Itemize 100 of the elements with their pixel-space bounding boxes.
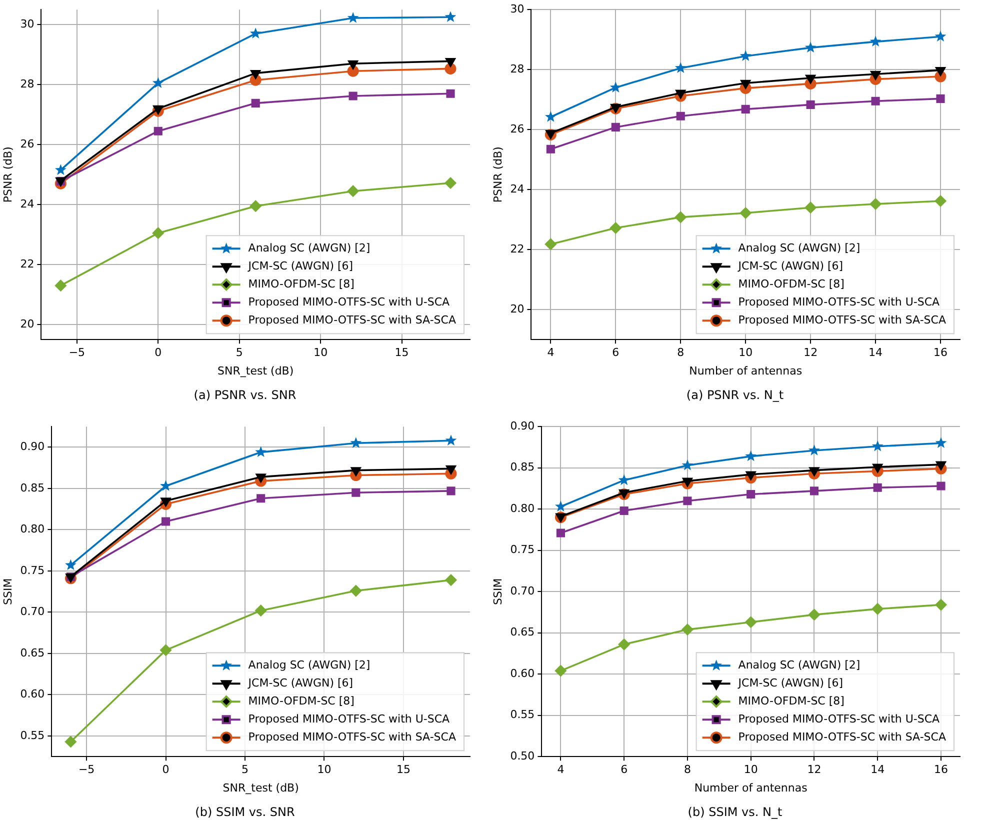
point <box>682 478 693 487</box>
point <box>741 104 750 114</box>
x-axis-title: SNR_test (dB) <box>218 364 294 378</box>
y-tick-label: 0.85 <box>510 460 535 474</box>
legend-label: Analog SC (AWGN) [2] <box>248 658 370 672</box>
x-tick-label: 14 <box>870 763 885 776</box>
legend-label: Proposed MIMO-OTFS-SC with U-SCA <box>738 712 940 726</box>
point <box>870 36 882 47</box>
x-axis-title: SNR_test (dB) <box>222 781 299 794</box>
text: (a) PSNR vs. SNR <box>192 388 298 402</box>
x-tick-label: 12 <box>807 763 822 776</box>
point <box>554 665 566 677</box>
legend-label: JCM-SC (AWGN) [6] <box>247 259 354 272</box>
y-tick-label: 0.55 <box>20 728 45 742</box>
text: (b) SSIM vs. SNR <box>194 805 296 819</box>
point <box>444 11 456 22</box>
point <box>65 559 76 570</box>
point <box>746 490 756 499</box>
point <box>446 89 455 98</box>
point <box>676 112 685 120</box>
x-tick-label: 12 <box>804 346 818 360</box>
point <box>618 638 630 650</box>
y-tick-label: 30 <box>510 2 524 16</box>
x-tick-label: 4 <box>557 763 564 776</box>
point <box>809 467 820 476</box>
legend-label: Proposed MIMO-OTFS-SC with U-SCA <box>738 295 940 308</box>
point <box>160 498 171 507</box>
x-tick-label: 6 <box>620 763 628 776</box>
y-tick-label: 0.60 <box>510 666 535 680</box>
point <box>445 574 457 586</box>
x-tick-label: 10 <box>314 346 328 360</box>
point <box>870 198 882 210</box>
x-tick-label: 15 <box>396 763 410 776</box>
y-axis-title: SSIM <box>1 578 14 605</box>
point <box>250 28 262 38</box>
x-tick-label: 4 <box>547 346 554 360</box>
y-axis-title: PSNR (dB) <box>491 146 504 203</box>
legend-label: MIMO-OFDM-SC [8] <box>738 277 844 290</box>
point <box>808 444 820 456</box>
x-tick-label: 0 <box>162 763 170 776</box>
x-tick-label: 10 <box>744 763 758 776</box>
point <box>54 280 66 292</box>
point <box>682 624 694 636</box>
point <box>871 96 880 106</box>
point <box>160 644 172 656</box>
point <box>936 461 946 470</box>
point <box>745 450 757 462</box>
y-tick-label: 22 <box>20 257 34 270</box>
point <box>683 496 692 506</box>
x-tick-label: 10 <box>317 763 332 776</box>
point <box>352 488 360 497</box>
point <box>350 437 362 448</box>
point <box>935 66 946 76</box>
point <box>152 227 164 239</box>
point <box>153 105 164 114</box>
y-tick-label: 0.50 <box>510 749 535 762</box>
point <box>444 177 456 189</box>
x-axis-title: Number of antennas <box>694 781 808 794</box>
y-tick-label: 0.70 <box>510 584 535 598</box>
point <box>256 494 266 503</box>
point <box>64 736 76 748</box>
y-tick-label: 0.75 <box>20 564 45 577</box>
legend-label: MIMO-OFDM-SC [8] <box>248 694 354 708</box>
point <box>556 528 565 538</box>
point <box>256 474 266 483</box>
y-tick-label: 24 <box>510 182 524 196</box>
y-tick-label: 0.75 <box>510 543 535 556</box>
point <box>446 486 456 496</box>
x-tick-label: 16 <box>934 763 948 776</box>
x-tick-label: 6 <box>612 346 620 360</box>
legend-label: Analog SC (AWGN) [2] <box>248 241 370 254</box>
point <box>805 74 816 84</box>
y-tick-label: 20 <box>510 302 524 316</box>
legend-label: Analog SC (AWGN) [2] <box>738 658 860 672</box>
point <box>446 465 456 474</box>
point <box>610 82 622 92</box>
point <box>936 94 945 103</box>
point <box>255 604 267 616</box>
y-tick-label: 0.65 <box>510 626 535 639</box>
y-axis-title: SSIM <box>491 578 504 605</box>
point <box>54 164 66 175</box>
point <box>161 517 170 526</box>
legend-label: JCM-SC (AWGN) [6] <box>737 259 844 272</box>
y-tick-label: 24 <box>20 197 34 210</box>
x-axis-title: Number of antennas <box>689 364 802 378</box>
point <box>870 70 881 80</box>
text: (a) PSNR vs. N_t <box>685 388 785 402</box>
y-tick-label: 26 <box>20 137 34 150</box>
point <box>934 30 946 42</box>
y-tick-label: 0.60 <box>20 688 45 701</box>
text: (b) SSIM vs. N_t <box>686 805 784 819</box>
y-tick-label: 0.85 <box>20 481 45 494</box>
point <box>745 616 757 628</box>
point <box>250 70 261 79</box>
x-tick-label: 8 <box>677 346 684 360</box>
point <box>935 599 947 611</box>
point <box>445 434 457 446</box>
legend-label: MIMO-OFDM-SC [8] <box>738 694 844 708</box>
x-tick-label: 10 <box>738 346 753 360</box>
point <box>250 200 262 212</box>
